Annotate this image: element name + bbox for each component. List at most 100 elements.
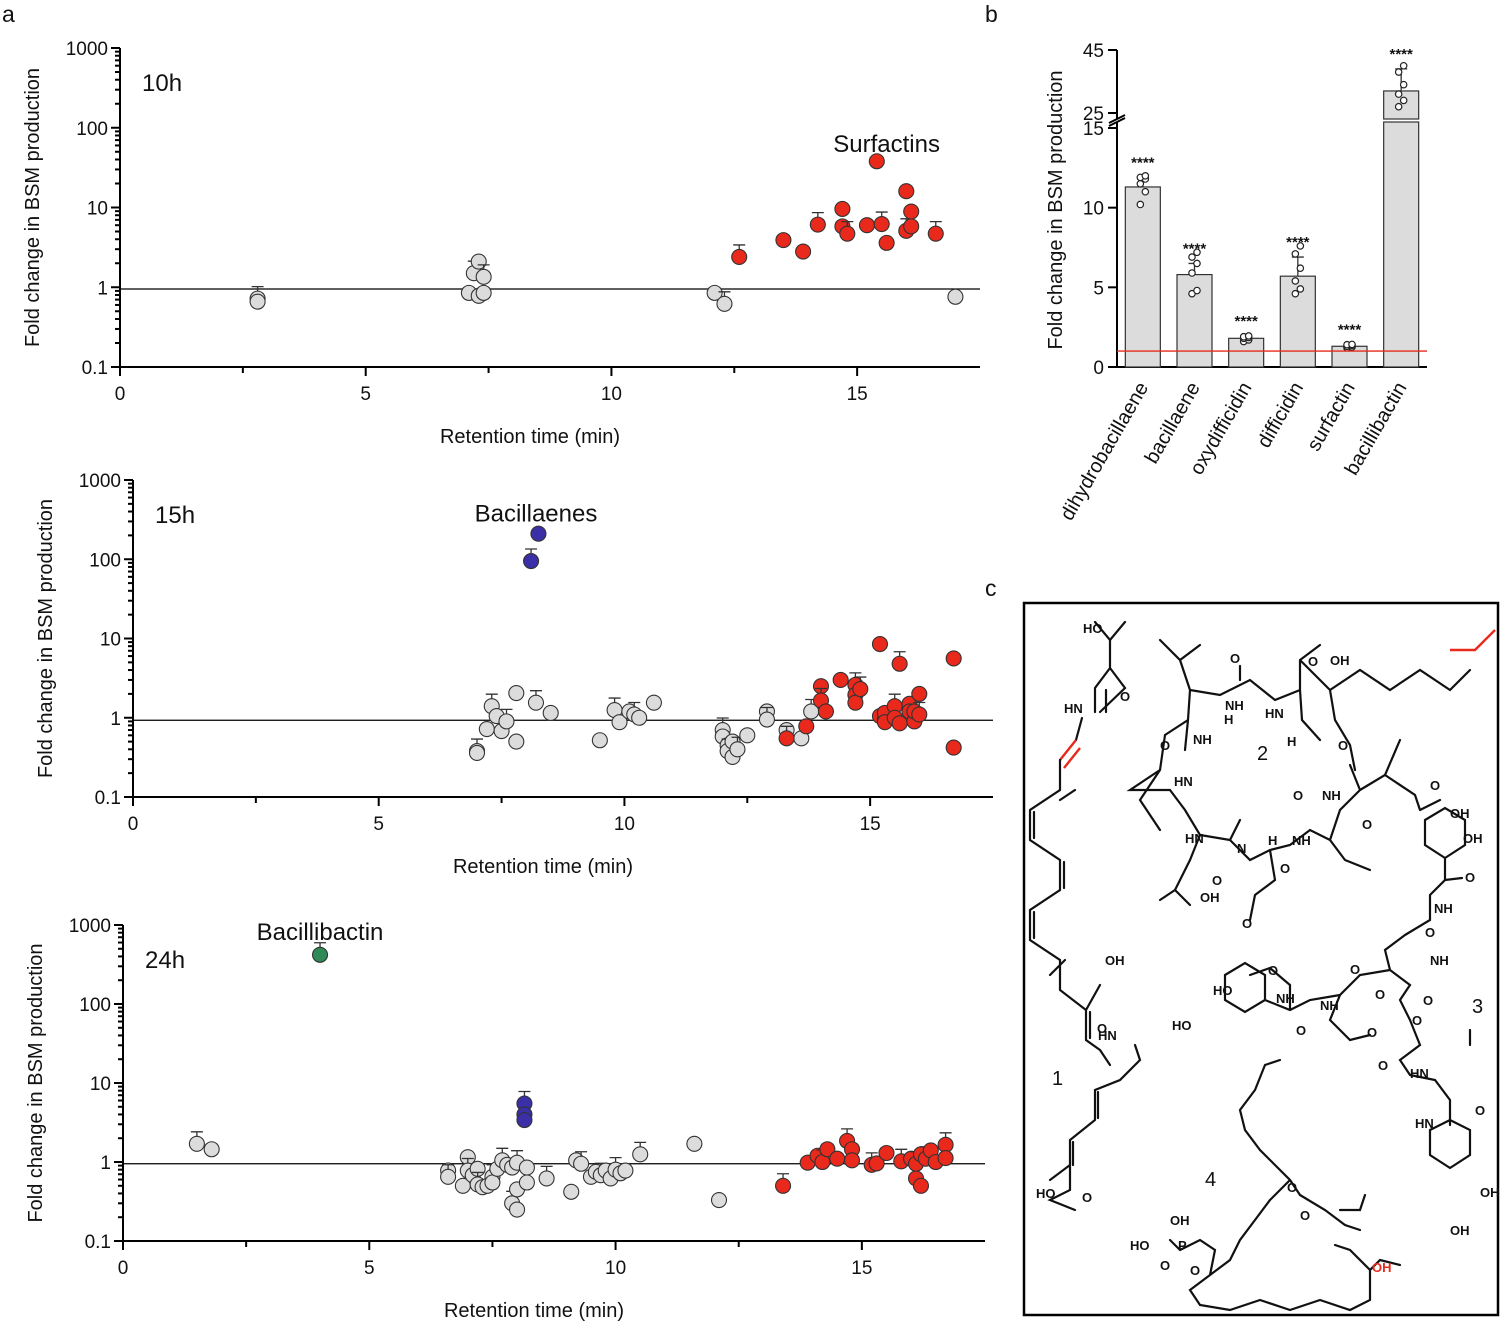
data-point-unchanged [527, 694, 545, 711]
scatter-plot-15h: 0.1 1 10 100 1000 0 5 10 15 Retention time (min) F… [35, 471, 993, 878]
data-point-unchanged [498, 713, 515, 730]
series-annotation: Surfactins [833, 131, 940, 158]
data-point-surfactins [937, 1150, 954, 1167]
atom-label: O [1475, 1103, 1485, 1118]
x-tick-label: 5 [360, 384, 371, 405]
data-point-unchanged [484, 1174, 501, 1191]
category-label: difficidin [1253, 379, 1308, 452]
atom-label: O [1160, 1258, 1170, 1273]
data-point-unchanged [518, 1159, 535, 1176]
atom-label: O [1296, 1023, 1306, 1038]
scatter-plot-10h: 0.1 1 10 100 1000 0 5 10 15 Retention time (min) F… [22, 39, 980, 448]
replicate-point [1141, 187, 1150, 196]
data-point-unchanged [563, 1183, 580, 1200]
atom-label: HN [1174, 774, 1193, 789]
bar-bacillibactin [1383, 121, 1420, 368]
data-point-unchanged [706, 284, 723, 301]
data-point-unchanged [645, 694, 662, 711]
scatter-plot-24h: 0.1 1 10 100 1000 0 5 10 15 Retention time (min) F… [25, 916, 985, 1322]
atom-label: NH [1434, 901, 1453, 916]
atom-label: O [1375, 987, 1385, 1002]
atom-label: OH [1480, 1185, 1500, 1200]
timepoint-title: 10h [142, 70, 182, 97]
atom-label: O [1412, 1013, 1422, 1028]
atom-label: OH [1450, 806, 1470, 821]
data-point-surfactins [839, 225, 856, 242]
data-point-surfactins [798, 718, 815, 735]
x-tick-label: 0 [128, 814, 139, 835]
replicate-point [1394, 102, 1403, 111]
data-point-surfactins [898, 183, 915, 200]
atom-label: OH [1450, 1223, 1470, 1238]
y-tick-label: 25 [1083, 104, 1104, 125]
atom-label: HO [1083, 621, 1103, 636]
x-tick-label: 0 [118, 1258, 129, 1279]
data-point-unchanged [631, 709, 648, 726]
data-point-surfactins [775, 232, 792, 249]
atom-label: O [1465, 870, 1475, 885]
replicate-point [1394, 68, 1403, 76]
atom-label: P [1178, 1238, 1187, 1253]
atom-label: HN [1410, 1066, 1429, 1081]
timepoint-title: 24h [145, 947, 185, 974]
atom-label: O [1160, 738, 1170, 753]
x-axis-label: Retention time (min) [453, 856, 633, 878]
structure-number-3: 3 [1472, 996, 1483, 1018]
atom-label: O [1120, 689, 1130, 704]
data-point-unchanged [468, 744, 486, 761]
y-tick-label: 10 [100, 630, 121, 651]
x-tick-label: 15 [851, 1258, 872, 1279]
structure-number-1: 1 [1052, 1068, 1063, 1090]
significance-label: **** [1338, 322, 1362, 339]
y-tick-label: 1 [100, 1153, 111, 1174]
atom-label: O [1190, 1263, 1200, 1278]
y-axis-label: Fold change in BSM production [25, 943, 47, 1222]
y-tick-label: 100 [79, 995, 111, 1016]
replicate-point [1136, 200, 1145, 209]
atom-label: NH [1322, 788, 1341, 803]
bar-dihydrobacillaene [1124, 186, 1161, 368]
data-point-unchanged [716, 295, 733, 312]
data-point-surfactins [809, 216, 826, 233]
data-point-unchanged [475, 284, 492, 301]
data-point-unchanged [617, 1162, 634, 1179]
data-point-unchanged [508, 684, 525, 702]
data-point-surfactins [868, 153, 885, 170]
atom-label: O [1212, 873, 1222, 888]
y-axis-label: Fold change in BSM production [1045, 70, 1067, 349]
data-point-unchanged [611, 714, 628, 731]
data-point-bacillaenes [523, 552, 540, 570]
replicate-point [1141, 172, 1150, 180]
significance-label: **** [1234, 313, 1258, 330]
atom-label: H [1287, 734, 1296, 749]
data-point-unchanged [573, 1155, 590, 1172]
significance-label: **** [1183, 240, 1207, 257]
data-point-surfactins [912, 1177, 930, 1194]
atom-label: OH [1105, 953, 1125, 968]
data-point-surfactins [911, 706, 928, 723]
structure-number-2: 2 [1257, 743, 1268, 765]
y-tick-label: 0.1 [82, 358, 108, 379]
replicate-point [1399, 80, 1408, 89]
y-tick-label: 1000 [69, 916, 111, 937]
data-point-unchanged [686, 1135, 703, 1152]
x-axis-label: Retention time (min) [440, 426, 620, 448]
structure-number-4: 4 [1205, 1169, 1216, 1191]
atom-label: O [1300, 1208, 1310, 1223]
x-tick-label: 10 [601, 384, 622, 405]
y-tick-label: 1 [110, 709, 121, 730]
data-point-surfactins [878, 1144, 895, 1162]
data-point-unchanged [249, 293, 266, 310]
data-point-bacillaenes [516, 1111, 533, 1129]
timepoint-title: 15h [155, 502, 195, 529]
data-point-unchanged [710, 1191, 728, 1209]
x-tick-label: 10 [614, 814, 635, 835]
data-point-surfactins [829, 1150, 846, 1167]
atom-label: O [1268, 963, 1278, 978]
data-point-surfactins [819, 1141, 836, 1158]
y-tick-label: 45 [1083, 41, 1104, 62]
structure-2-surfactin: O OH O NH H HN H O NH O O HN NH HN H N N… [1126, 629, 1496, 931]
replicate-point [1291, 250, 1300, 258]
data-point-bacillibactin [311, 946, 329, 963]
